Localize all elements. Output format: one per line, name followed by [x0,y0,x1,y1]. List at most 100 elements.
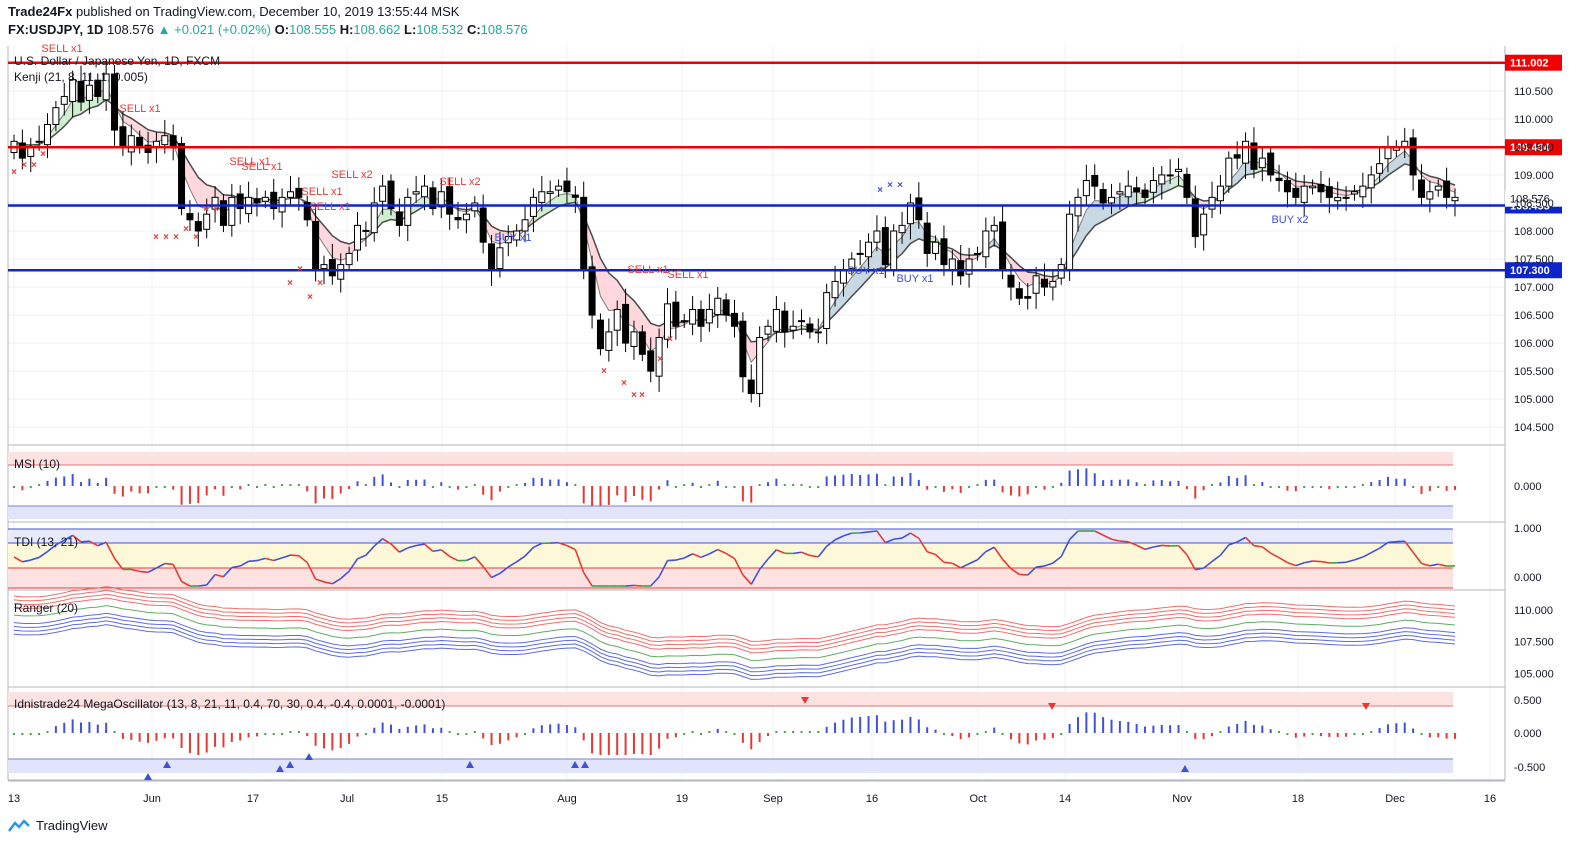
candle-body [529,196,537,217]
candle-body [387,180,395,210]
signal-cross-marker: × [297,264,303,275]
last-price-label: 108.576 [1510,194,1550,206]
signal-cross-marker: × [639,390,645,401]
open-label: O: [274,22,290,37]
candle-body [44,123,52,146]
candle-body [429,187,437,210]
kenji-cloud-segment [491,226,500,244]
candle-body [814,331,822,334]
signal-cross-marker: × [601,366,607,377]
tdi-line-segment [416,543,425,547]
x-tick-label: 16 [866,793,878,805]
signal-cross-marker: × [621,378,627,389]
candle-body [1309,185,1317,189]
high-label: H: [339,22,354,37]
tdi-line-segment [256,557,266,562]
candle-body [932,241,940,254]
candle-body [1376,163,1384,174]
candle-body [136,136,144,148]
tdi-line-segment [22,559,31,563]
candle-body [1091,174,1099,187]
tdi-line-segment [390,543,400,553]
tdi-line-segment [113,557,124,570]
buy-triangle-marker [286,761,294,768]
last-price-tag [1505,190,1562,207]
level-price-label: 109.494 [1510,142,1551,154]
tdi-line-segment [340,570,350,580]
candle-body [848,258,856,270]
tdi-line-segment [214,573,224,578]
tdi-tick-label: 1.000 [1514,523,1542,535]
y-tick-label: 109.000 [1514,170,1554,182]
candle-body [965,258,973,275]
signal-label: SELL x2 [439,176,480,188]
tdi-line-segment [801,551,811,557]
tdi-line-segment [884,538,894,544]
level-price-tag [1505,139,1562,156]
candle-body [957,260,965,277]
kenji-cloud-segment [1010,257,1020,279]
tdi-line-segment [1069,530,1079,541]
y-tick-label: 106.000 [1514,338,1554,350]
tdi-line-segment [306,562,317,580]
mega-upper-zone [8,692,1453,706]
tdi-line-segment [793,551,802,555]
candle-body [622,303,630,344]
tdi-line-segment [1278,556,1288,564]
candle-body [1149,180,1157,193]
tdi-line-segment [1027,566,1037,576]
tradingview-logo[interactable]: TradingView [8,818,108,833]
tdi-line-segment [1060,539,1071,557]
tdi-line-segment [1438,563,1447,567]
tdi-line-segment [675,557,685,561]
signal-cross-marker: × [287,278,293,289]
candle-body [555,185,563,191]
candle-body [739,320,747,378]
tdi-line-segment [926,551,936,556]
candle-body [1133,187,1141,193]
ranger-band-line [13,589,1456,646]
candle-body [270,191,278,210]
kenji-cloud-segment [198,177,207,210]
buy-triangle-marker [305,753,313,760]
ranger-tick-label: 110.000 [1514,605,1553,617]
tdi-line-segment [843,532,853,537]
tdi-line-segment [817,545,828,558]
candle-body [161,135,169,146]
tdi-line-segment [432,549,442,553]
kenji-cloud-segment [558,193,567,207]
level-price-tag [1505,262,1562,279]
candle-body [1049,280,1057,288]
tdi-line-segment [1111,538,1121,542]
candle-body [630,331,638,347]
candle-body [680,320,688,323]
buy-triangle-marker [276,765,284,772]
tdi-tick-label: 0.000 [1514,572,1542,584]
signal-label: SELL x1 [627,264,668,276]
candle-body [1426,191,1434,200]
candle-body [1007,274,1015,288]
tdi-line-segment [1304,560,1313,564]
tdi-line-segment [1261,546,1272,554]
candle-body [219,200,227,226]
candle-body [404,196,412,226]
signal-cross-marker: × [11,167,17,178]
tdi-line-segment [1362,551,1372,558]
tdi-line-segment [1370,547,1380,554]
candle-body [211,196,219,210]
y-tick-label: 109.500 [1514,142,1554,154]
y-tick-label: 104.500 [1514,422,1554,434]
publisher-name[interactable]: Trade24Fx [8,4,73,19]
tdi-line-segment [156,562,166,569]
kenji-cloud-segment [382,208,392,223]
tdi-line-segment [399,547,409,553]
tdi-line-segment [750,569,761,585]
tdi-line-segment [273,557,283,562]
candle-body [60,95,68,105]
signal-label: SELL x1 [119,103,160,115]
candle-body [1124,185,1132,198]
candle-body [504,236,512,244]
low-label: L: [404,22,417,37]
tdi-line-segment [658,560,669,578]
